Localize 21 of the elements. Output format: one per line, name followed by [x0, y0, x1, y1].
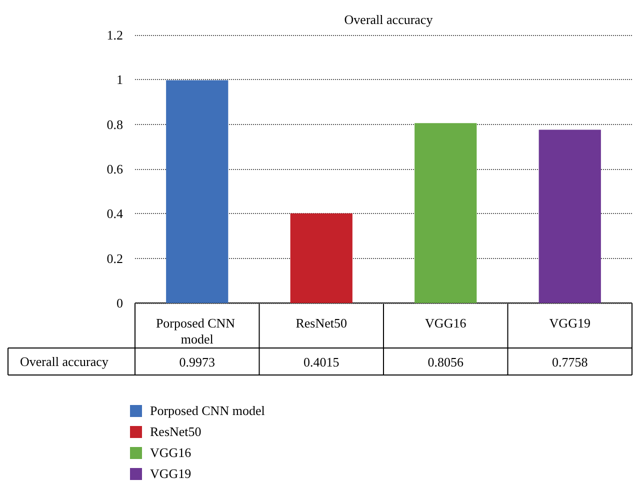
category-label: Porposed CNN model — [150, 402, 265, 418]
y-tick-label: 0.2 — [106, 250, 123, 266]
category-label: ResNet50 — [150, 424, 202, 438]
category-label: VGG16 — [150, 444, 192, 460]
category-label: VGG19 — [150, 466, 192, 480]
y-tick-label: 1 — [116, 72, 123, 88]
x-tick-label: VGG16 — [425, 316, 467, 330]
y-tick-label: 0.4 — [106, 206, 124, 222]
x-tick-label: ResNet50 — [296, 316, 348, 330]
text: Overall accuracy — [20, 354, 109, 369]
data-label: 0.8056 — [428, 354, 464, 370]
data-label: 0.4015 — [304, 354, 340, 370]
data-label: 0.7758 — [552, 354, 588, 370]
y-tick-label: 1.2 — [106, 28, 123, 42]
x-tick-label: VGG19 — [549, 316, 590, 330]
y-tick-label: 0.8 — [106, 116, 123, 132]
chart-title: Overall accuracy — [344, 12, 434, 27]
y-tick-label: 0.6 — [106, 162, 124, 176]
x-tick-label: Porposed CNN model — [156, 316, 238, 346]
y-tick-label: 0 — [116, 296, 123, 310]
data-label: 0.9973 — [179, 354, 215, 370]
